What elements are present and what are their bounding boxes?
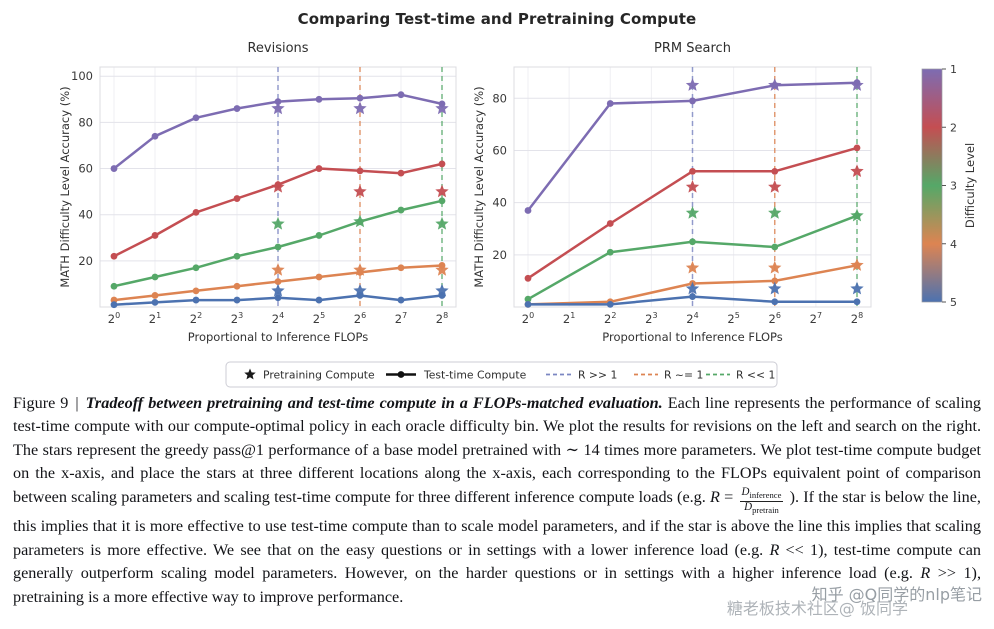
svg-text:40: 40 bbox=[78, 208, 93, 222]
caption-lead: Tradeoff between pretraining and test-ti… bbox=[85, 394, 663, 412]
svg-text:27: 27 bbox=[810, 311, 822, 326]
series-difficulty-5 bbox=[524, 293, 861, 308]
pretraining-stars-difficulty-5 bbox=[271, 283, 449, 297]
caption-plain: >> 1), pretraining is a more effective w… bbox=[13, 564, 981, 606]
pretraining-stars-difficulty-4 bbox=[685, 258, 864, 274]
panel-title: PRM Search bbox=[654, 41, 731, 56]
series-difficulty-4 bbox=[110, 262, 446, 304]
pretraining-stars-difficulty-5 bbox=[685, 281, 864, 295]
series-difficulty-2 bbox=[524, 144, 861, 282]
svg-text:27: 27 bbox=[395, 311, 407, 326]
caption-plain: Each line represents the performance of … bbox=[13, 394, 982, 506]
pretraining-stars-difficulty-4 bbox=[271, 263, 449, 276]
colorbar-label: Difficulty Level bbox=[963, 143, 977, 228]
svg-text:20: 20 bbox=[492, 248, 507, 262]
pretraining-stars-difficulty-3 bbox=[685, 206, 864, 222]
pretraining-stars-difficulty-2 bbox=[271, 180, 449, 198]
svg-text:28: 28 bbox=[851, 311, 863, 326]
x-tick-labels: 20 21 22 23 24 25 26 27 28 bbox=[522, 311, 863, 326]
legend-label: R << 1 bbox=[736, 369, 775, 382]
series-difficulty-3 bbox=[110, 197, 446, 290]
caption-plain: = bbox=[719, 487, 738, 506]
y-axis-label: MATH Difficulty Level Accuracy (%) bbox=[58, 86, 72, 287]
figure-caption: Figure 9 | Tradeoff between pretraining an… bbox=[13, 392, 981, 609]
y-tick-labels: 20 40 60 80 100 bbox=[71, 69, 93, 268]
svg-text:22: 22 bbox=[190, 311, 202, 326]
chart-panel-prm-search: PRM Search 20 40 60 80 20 21 22 23 24 25 26 27 28 MATH… bbox=[472, 41, 872, 344]
caption-var: R bbox=[920, 564, 931, 583]
legend-label: R >> 1 bbox=[578, 369, 617, 382]
pretraining-stars-difficulty-3 bbox=[271, 214, 449, 230]
svg-text:100: 100 bbox=[71, 69, 93, 83]
svg-text:24: 24 bbox=[686, 311, 698, 326]
svg-text:1: 1 bbox=[950, 63, 957, 76]
legend-item: Pretraining Compute bbox=[244, 368, 375, 382]
panel-title: Revisions bbox=[247, 41, 308, 56]
svg-text:5: 5 bbox=[950, 296, 957, 309]
svg-text:26: 26 bbox=[769, 311, 781, 326]
svg-text:23: 23 bbox=[231, 311, 243, 326]
legend-label: R ~= 1 bbox=[664, 369, 703, 382]
caption-plain: ). If the star is below the line, this i… bbox=[13, 487, 981, 559]
svg-text:4: 4 bbox=[950, 238, 957, 251]
pretraining-stars-difficulty-1 bbox=[685, 78, 864, 91]
svg-text:25: 25 bbox=[313, 311, 325, 326]
svg-text:22: 22 bbox=[604, 311, 616, 326]
legend-item: R << 1 bbox=[706, 369, 775, 382]
caption-var: R bbox=[769, 540, 780, 559]
caption-bar: | bbox=[75, 394, 79, 412]
svg-text:60: 60 bbox=[78, 162, 93, 176]
chart-legend: Pretraining Compute Test-time Compute R >>… bbox=[225, 361, 778, 388]
svg-text:28: 28 bbox=[436, 311, 448, 326]
y-tick-labels: 20 40 60 80 bbox=[492, 91, 507, 262]
svg-text:21: 21 bbox=[563, 311, 575, 326]
fraction: Dinference Dpretrain bbox=[739, 486, 784, 516]
chart-panel-revisions: Revisions 20 40 60 80 100 20 21 22 23 24 25 26 27 28 MA… bbox=[58, 41, 457, 344]
legend-item: R ~= 1 bbox=[634, 369, 703, 382]
legend-item: R >> 1 bbox=[546, 369, 617, 382]
y-axis-label: MATH Difficulty Level Accuracy (%) bbox=[472, 86, 486, 287]
watermark: 糖老板技术社区@ 饭同学 bbox=[726, 599, 908, 618]
x-axis-label: Proportional to Inference FLOPs bbox=[188, 330, 369, 344]
svg-text:60: 60 bbox=[492, 143, 507, 157]
watermark: 知乎 @Q同学的nlp笔记 bbox=[811, 585, 982, 604]
caption-var: R bbox=[710, 487, 720, 506]
svg-text:24: 24 bbox=[272, 311, 284, 326]
star-icon bbox=[244, 368, 256, 380]
svg-text:20: 20 bbox=[522, 311, 534, 326]
legend-label: Test-time Compute bbox=[423, 369, 527, 382]
svg-text:80: 80 bbox=[492, 91, 507, 105]
x-tick-labels: 20 21 22 23 24 25 26 27 28 bbox=[108, 311, 448, 326]
svg-text:26: 26 bbox=[354, 311, 366, 326]
figure-title: Comparing Test-time and Pretraining Comp… bbox=[297, 10, 697, 28]
x-axis-label: Proportional to Inference FLOPs bbox=[602, 330, 783, 344]
caption-label: Figure 9 bbox=[13, 394, 69, 412]
series-difficulty-5 bbox=[110, 292, 446, 309]
svg-text:20: 20 bbox=[78, 254, 93, 268]
svg-text:25: 25 bbox=[727, 311, 739, 326]
legend-item: Test-time Compute bbox=[386, 369, 527, 382]
pretraining-stars-difficulty-2 bbox=[685, 164, 864, 193]
svg-text:21: 21 bbox=[149, 311, 161, 326]
caption-plain: << 1), test-time compute can generally o… bbox=[13, 540, 981, 583]
svg-text:2: 2 bbox=[950, 121, 957, 134]
legend-label: Pretraining Compute bbox=[263, 369, 375, 382]
svg-text:40: 40 bbox=[492, 196, 507, 210]
svg-text:23: 23 bbox=[645, 311, 657, 326]
svg-text:3: 3 bbox=[950, 180, 957, 193]
difficulty-colorbar: 1 2 3 4 5 Difficulty Level bbox=[921, 63, 977, 309]
svg-text:80: 80 bbox=[78, 115, 93, 129]
svg-text:20: 20 bbox=[108, 311, 120, 326]
pretraining-stars-difficulty-1 bbox=[271, 101, 449, 115]
